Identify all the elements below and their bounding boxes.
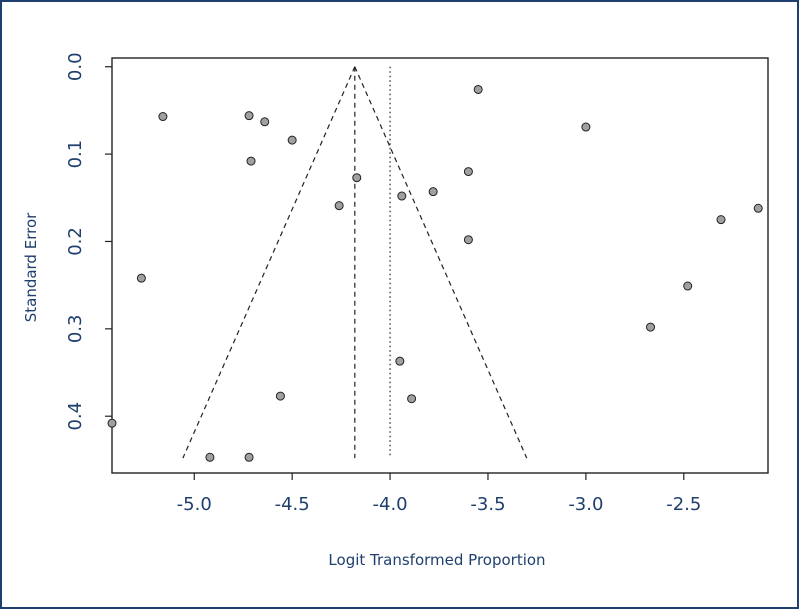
data-point-11 xyxy=(334,201,344,211)
data-point-8 xyxy=(260,117,270,127)
x-tick-label-2: -4.5 xyxy=(275,494,310,515)
data-point-15 xyxy=(407,394,417,404)
data-point-10 xyxy=(287,135,297,145)
data-point-18 xyxy=(463,235,473,245)
data-point-2 xyxy=(136,273,146,283)
data-point-1 xyxy=(107,418,117,428)
x-tick-label-5: -3.0 xyxy=(568,494,603,515)
x-tick-label-6: -2.5 xyxy=(666,494,701,515)
funnel-lines xyxy=(182,66,528,459)
data-point-22 xyxy=(683,281,693,291)
x-tick-label-1: -5.0 xyxy=(177,494,212,515)
data-point-13 xyxy=(395,356,405,366)
data-point-20 xyxy=(581,122,591,132)
plot-area xyxy=(111,57,769,474)
data-point-9 xyxy=(275,391,285,401)
y-axis: 0.0 0.1 0.2 0.3 0.4 xyxy=(65,52,112,431)
data-point-14 xyxy=(397,191,407,201)
x-axis-title: Logit Transformed Proportion xyxy=(328,551,545,569)
data-point-7 xyxy=(246,156,256,166)
data-point-6 xyxy=(244,111,254,121)
y-tick-label-2: 0.1 xyxy=(65,140,86,169)
x-tick-label-3: -4.0 xyxy=(373,494,408,515)
data-point-24 xyxy=(753,203,763,213)
y-tick-label-3: 0.2 xyxy=(65,227,86,256)
y-tick-label-4: 0.3 xyxy=(65,315,86,344)
data-point-12 xyxy=(352,173,362,183)
funnel-right-line xyxy=(354,66,528,459)
y-tick-label-5: 0.4 xyxy=(65,402,86,431)
funnel-left-line xyxy=(182,66,356,459)
x-axis: -5.0 -4.5 -4.0 -3.5 -3.0 -2.5 xyxy=(177,473,701,515)
data-point-19 xyxy=(473,84,483,94)
x-tick-label-4: -3.5 xyxy=(470,494,505,515)
y-tick-label-1: 0.0 xyxy=(65,52,86,81)
data-point-21 xyxy=(646,322,656,332)
data-points xyxy=(107,84,763,462)
data-point-5 xyxy=(244,452,254,462)
data-point-17 xyxy=(463,167,473,177)
data-point-23 xyxy=(716,215,726,225)
data-point-3 xyxy=(158,112,168,122)
data-point-4 xyxy=(205,452,215,462)
y-axis-title: Standard Error xyxy=(22,212,40,322)
data-point-16 xyxy=(428,187,438,197)
